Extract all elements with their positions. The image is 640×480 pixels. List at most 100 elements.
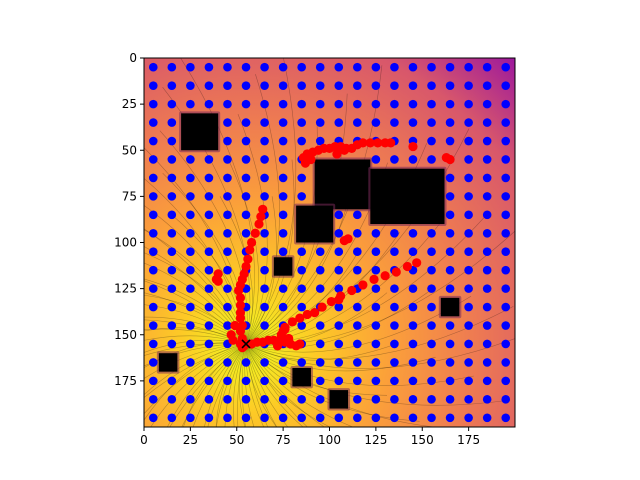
path-point (239, 269, 249, 279)
grid-point (223, 358, 232, 367)
grid-point (186, 247, 195, 257)
grid-point (148, 339, 158, 349)
path-point (317, 302, 327, 312)
grid-point (204, 321, 214, 330)
streamline (233, 343, 247, 427)
grid-point (260, 395, 269, 404)
grid-point (408, 413, 418, 423)
grid-point (353, 62, 362, 72)
grid-point (223, 228, 232, 238)
grid-point (167, 339, 177, 349)
grid-point (371, 265, 381, 275)
grid-point (371, 358, 381, 367)
streamline (144, 319, 247, 345)
y-tick-label: 25 (122, 97, 137, 111)
grid-point (334, 99, 344, 109)
path-point (258, 204, 268, 214)
path-point (408, 141, 418, 152)
grid-point (427, 376, 436, 386)
grid-point (445, 395, 455, 404)
grid-point (241, 155, 251, 164)
grid-point (390, 228, 399, 238)
grid-point (427, 413, 436, 423)
grid-point (445, 62, 455, 72)
grid-point (464, 228, 473, 238)
grid-point (390, 99, 399, 109)
grid-point (297, 358, 306, 367)
grid-point (148, 247, 158, 257)
grid-point (148, 284, 158, 293)
streamline (237, 113, 268, 345)
streamline (245, 343, 304, 427)
grid-point (167, 136, 177, 146)
grid-point (260, 358, 269, 367)
grid-point (204, 210, 214, 220)
grid-point (408, 62, 418, 72)
grid-point (297, 395, 306, 404)
grid-point (371, 81, 381, 90)
streamline (150, 343, 247, 427)
grid-point (464, 155, 473, 164)
grid-point (315, 136, 325, 146)
streamline (144, 246, 247, 345)
y-tick-label: 50 (122, 143, 137, 157)
grid-point (204, 192, 214, 201)
grid-point (408, 376, 418, 386)
x-tick-label: 150 (411, 433, 434, 447)
grid-point (464, 302, 473, 312)
grid-point (278, 228, 288, 238)
grid-point (501, 99, 511, 109)
grid-point (353, 413, 362, 423)
grid-point (204, 413, 214, 423)
path-point (272, 341, 283, 351)
grid-point (501, 265, 511, 275)
grid-point (167, 321, 177, 330)
grid-point (241, 395, 251, 404)
grid-point (353, 376, 362, 386)
grid-point (408, 99, 418, 109)
grid-point (445, 247, 455, 257)
grid-point (204, 265, 214, 275)
streamline (245, 343, 289, 427)
grid-point (278, 413, 288, 423)
streamline (144, 343, 247, 379)
grid-point (353, 358, 362, 367)
grid-point (297, 284, 306, 293)
grid-point (390, 358, 399, 367)
streamline (245, 306, 514, 360)
grid-point (482, 376, 492, 386)
grid-point (260, 99, 269, 109)
path-point (373, 138, 383, 148)
grid-point (427, 358, 436, 367)
grid-point (371, 302, 381, 312)
streamline (245, 343, 308, 427)
grid-point (297, 302, 306, 312)
streamline (245, 186, 353, 345)
grid-point (223, 62, 232, 72)
grid-point (482, 210, 492, 220)
grid-point (371, 321, 381, 330)
path-point (445, 154, 455, 165)
grid-point (315, 376, 325, 386)
grid-point (186, 339, 195, 349)
grid-point (427, 302, 436, 312)
streamline (245, 58, 297, 345)
grid-point (204, 173, 214, 183)
grid-point (427, 284, 436, 293)
streamline (245, 343, 437, 427)
grid-point (148, 302, 158, 312)
grid-point (260, 413, 269, 423)
grid-point (501, 358, 511, 367)
grid-point (167, 284, 177, 293)
grid-point (501, 321, 511, 330)
grid-point (501, 173, 511, 183)
streamline (238, 343, 247, 427)
grid-point (482, 62, 492, 72)
grid-point (297, 118, 306, 127)
grid-point (297, 62, 306, 72)
grid-point (353, 118, 362, 127)
grid-point (464, 62, 473, 72)
grid-point (278, 118, 288, 127)
grid-point (315, 81, 325, 90)
grid-point (223, 247, 232, 257)
